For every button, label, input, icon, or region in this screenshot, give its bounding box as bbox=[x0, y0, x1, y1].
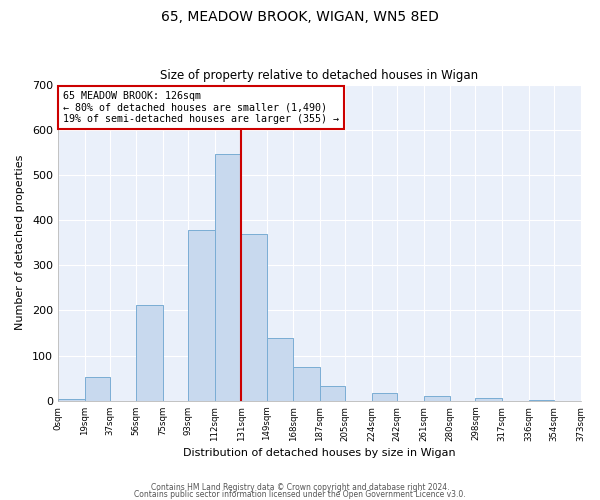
Bar bbox=[215, 154, 241, 401]
Bar bbox=[136, 304, 163, 401]
Bar bbox=[581, 400, 600, 401]
Bar bbox=[320, 386, 345, 401]
Text: 65, MEADOW BROOK, WIGAN, WN5 8ED: 65, MEADOW BROOK, WIGAN, WN5 8ED bbox=[161, 10, 439, 24]
Text: Contains HM Land Registry data © Crown copyright and database right 2024.: Contains HM Land Registry data © Crown c… bbox=[151, 484, 449, 492]
Text: 65 MEADOW BROOK: 126sqm
← 80% of detached houses are smaller (1,490)
19% of semi: 65 MEADOW BROOK: 126sqm ← 80% of detache… bbox=[63, 91, 339, 124]
Bar bbox=[372, 392, 397, 401]
Bar bbox=[188, 230, 215, 401]
Bar bbox=[241, 234, 266, 401]
X-axis label: Distribution of detached houses by size in Wigan: Distribution of detached houses by size … bbox=[183, 448, 455, 458]
Y-axis label: Number of detached properties: Number of detached properties bbox=[15, 155, 25, 330]
Bar bbox=[293, 367, 320, 401]
Bar bbox=[424, 396, 450, 401]
Bar bbox=[58, 399, 85, 401]
Text: Contains public sector information licensed under the Open Government Licence v3: Contains public sector information licen… bbox=[134, 490, 466, 499]
Bar bbox=[266, 338, 293, 401]
Bar bbox=[475, 398, 502, 401]
Title: Size of property relative to detached houses in Wigan: Size of property relative to detached ho… bbox=[160, 69, 478, 82]
Bar bbox=[85, 378, 110, 401]
